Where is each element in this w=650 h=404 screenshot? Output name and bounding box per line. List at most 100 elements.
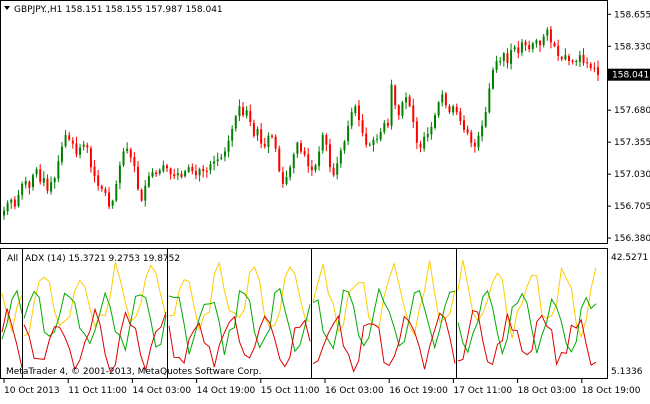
adx-line [168, 261, 311, 332]
candle [553, 41, 556, 48]
candle [462, 115, 465, 133]
candle [194, 164, 197, 180]
candle [292, 152, 295, 174]
candle [223, 147, 226, 162]
candle [274, 134, 277, 152]
candle [3, 206, 5, 220]
time-tick-label: 17 Oct 11:00 [453, 386, 512, 396]
candle [46, 174, 49, 194]
candle [578, 50, 581, 68]
candle [144, 180, 147, 207]
time-tick-label: 14 Oct 03:00 [132, 386, 191, 396]
candle [10, 198, 13, 209]
price-tick-label: 158.330 [614, 42, 650, 52]
candle [191, 163, 194, 175]
candle [234, 114, 237, 132]
candle [434, 112, 437, 130]
candle [158, 168, 161, 176]
adx-lines-group [1, 259, 597, 373]
candle [256, 126, 259, 141]
candle [430, 121, 433, 140]
candle [252, 119, 255, 138]
adx-line [1, 293, 23, 332]
minus-di-line [23, 307, 167, 373]
candle [470, 129, 473, 148]
candle [104, 186, 107, 197]
candle [39, 164, 42, 185]
candle [542, 33, 545, 48]
candle [506, 48, 509, 69]
candle [137, 160, 140, 191]
candle [459, 107, 462, 126]
candle [495, 55, 498, 73]
candle [423, 132, 426, 152]
candle [361, 114, 364, 137]
plus-di-line [23, 290, 167, 353]
candle [332, 163, 335, 177]
candle [176, 167, 179, 181]
candle [564, 48, 567, 61]
candle [79, 143, 82, 159]
candle [481, 120, 484, 142]
current-price-tag: 158.041 [608, 68, 650, 81]
candle [97, 170, 100, 191]
time-tick-label: 11 Oct 11:00 [68, 386, 127, 396]
candle [151, 168, 154, 178]
adx-line [457, 259, 597, 339]
candle [303, 147, 306, 157]
candle [35, 167, 38, 178]
candle [238, 99, 241, 122]
candle [499, 57, 502, 66]
candle [597, 60, 599, 82]
price-axis: 158.655 158.330 157.680 157.355 157.030 156.7… [607, 10, 650, 244]
candle [589, 62, 592, 71]
price-tick-label: 157.030 [614, 170, 650, 180]
candle [571, 59, 574, 65]
candle [209, 160, 212, 175]
candle [198, 167, 201, 182]
candle [448, 104, 451, 115]
candle [568, 53, 571, 66]
candle [64, 129, 67, 148]
candle [365, 127, 368, 148]
indicator-panel-frame [0, 248, 608, 379]
candle [140, 188, 143, 202]
adx-line [23, 262, 167, 337]
candles-group [3, 25, 599, 220]
candle [441, 90, 444, 107]
plus-di-line [312, 287, 456, 350]
candle [535, 38, 538, 48]
price-tick-label: 156.380 [614, 234, 650, 244]
candle [408, 94, 411, 108]
candle [216, 152, 219, 166]
candle [133, 152, 136, 173]
candle [21, 181, 24, 200]
minus-di-line [168, 315, 311, 368]
indicator-axis-min: 5.1336 [611, 367, 643, 377]
candle [267, 132, 270, 154]
triangle-down-icon[interactable] [4, 6, 10, 10]
candle [419, 140, 422, 153]
candle [368, 142, 371, 147]
candle [220, 153, 223, 161]
candle [321, 132, 324, 154]
candle [397, 104, 400, 120]
candle [372, 136, 375, 152]
plus-di-line [1, 289, 23, 340]
candle [115, 180, 118, 203]
candle [108, 187, 111, 210]
candle [126, 142, 129, 154]
candle [147, 172, 150, 188]
candle [260, 122, 263, 149]
plus-di-line [168, 287, 311, 356]
candle [249, 104, 252, 127]
candle [93, 159, 96, 183]
candle [379, 128, 382, 142]
candle [281, 166, 284, 188]
indicator-all-label: All [7, 254, 18, 264]
candle [242, 101, 245, 118]
candle [28, 180, 31, 195]
candle [586, 57, 589, 69]
